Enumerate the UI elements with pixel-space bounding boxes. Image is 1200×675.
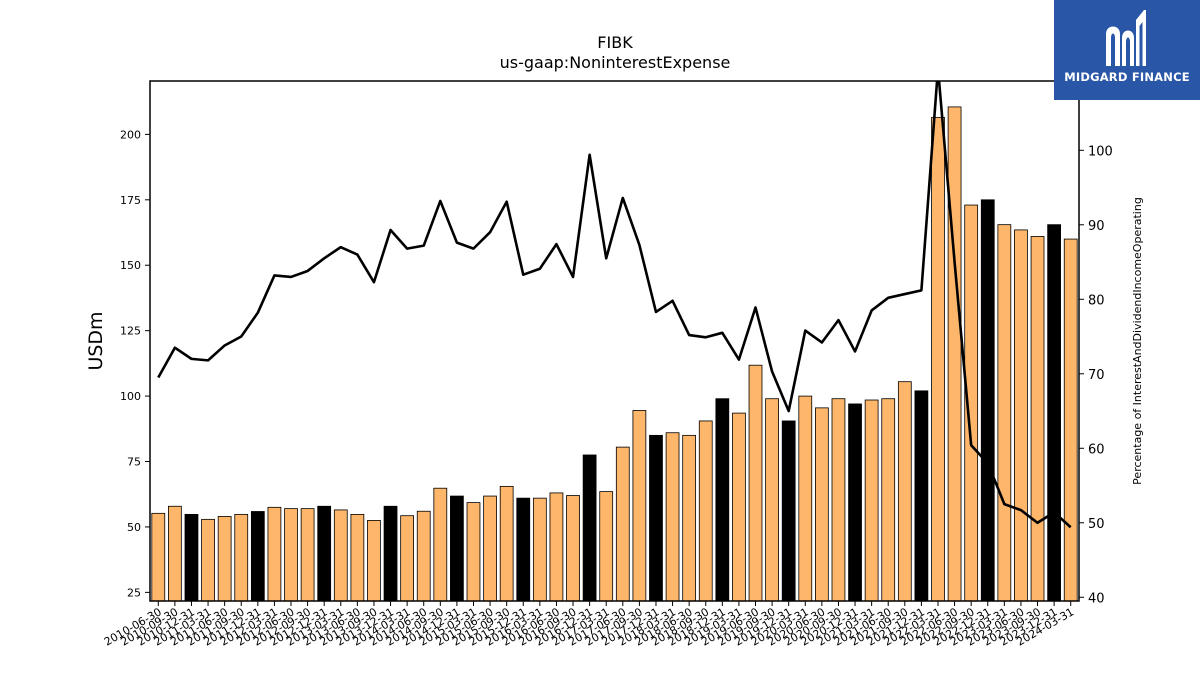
logo-text: MIDGARD FINANCE <box>1064 70 1190 84</box>
bar <box>1063 238 1078 601</box>
bar <box>914 390 929 601</box>
bar <box>997 224 1012 601</box>
bar <box>947 106 962 601</box>
bar <box>532 497 547 601</box>
bar <box>549 492 564 601</box>
y-tick-label: 25 <box>127 586 141 599</box>
bar <box>931 116 945 601</box>
y2-tick-label: 60 <box>1088 442 1105 457</box>
bar <box>433 487 448 601</box>
bar <box>168 505 182 601</box>
y-tick-label: 100 <box>120 390 141 403</box>
y-tick-label: 175 <box>120 194 141 207</box>
bar <box>864 399 879 601</box>
bar <box>333 509 348 601</box>
bar <box>765 398 779 601</box>
bar <box>250 511 265 601</box>
midgard-logo-icon <box>1106 10 1146 66</box>
y2-tick-label: 100 <box>1088 144 1113 159</box>
bar <box>665 432 680 601</box>
y-tick-label: 125 <box>120 325 141 338</box>
bar <box>516 497 531 601</box>
bar <box>848 403 862 601</box>
bar <box>582 454 597 601</box>
y2-tick-label: 50 <box>1088 517 1105 532</box>
bar <box>798 395 813 601</box>
bar <box>317 505 332 601</box>
bar <box>715 398 730 601</box>
chart-title: FIBK <box>597 33 633 52</box>
bar <box>980 199 995 601</box>
bar <box>599 491 614 601</box>
bar <box>1047 224 1061 601</box>
line-path <box>157 81 1072 529</box>
bar <box>350 513 365 601</box>
bar <box>615 446 630 601</box>
y-tick-label: 50 <box>127 521 141 534</box>
bar <box>881 398 896 601</box>
bar <box>732 412 746 601</box>
bar <box>649 434 663 601</box>
bar <box>1014 229 1028 601</box>
bar <box>367 520 381 601</box>
bar <box>300 508 315 601</box>
bar <box>897 381 912 601</box>
bar <box>217 516 232 601</box>
bar <box>400 515 415 601</box>
bar <box>781 420 796 601</box>
bar <box>383 505 398 601</box>
axes: 2550751001251501752004050607080901002010… <box>102 80 1113 649</box>
line-series <box>157 81 1072 529</box>
bar <box>748 364 763 601</box>
y-tick-label: 200 <box>120 128 141 141</box>
bar <box>416 510 431 601</box>
bar <box>151 512 166 601</box>
bar <box>682 434 697 601</box>
bar <box>284 508 298 601</box>
y-axis-label: USDm <box>85 311 107 370</box>
bar <box>698 420 713 601</box>
plot-frame <box>149 80 1080 602</box>
y-tick-label: 150 <box>120 259 141 272</box>
bar <box>964 204 979 601</box>
midgard-finance-logo: MIDGARD FINANCE <box>1054 0 1200 100</box>
bar <box>483 495 497 601</box>
y2-tick-label: 40 <box>1088 591 1105 606</box>
bar <box>267 506 282 601</box>
y2-axis-label: Percentage of InterestAndDividendIncomeO… <box>1131 197 1144 485</box>
bar-series <box>151 106 1078 601</box>
bar <box>450 495 464 601</box>
bar <box>815 407 829 601</box>
bar <box>201 518 215 601</box>
y2-tick-label: 90 <box>1088 219 1105 234</box>
bar <box>499 485 514 601</box>
bar <box>234 513 249 601</box>
bar <box>1030 236 1045 601</box>
bar <box>566 495 580 601</box>
bar <box>831 398 846 601</box>
chart-subtitle: us-gaap:NoninterestExpense <box>500 53 731 72</box>
bar <box>466 502 481 601</box>
y2-tick-label: 70 <box>1088 368 1105 383</box>
bar <box>184 513 199 601</box>
y-tick-label: 75 <box>127 456 141 469</box>
bar <box>632 410 647 601</box>
y2-tick-label: 80 <box>1088 293 1105 308</box>
